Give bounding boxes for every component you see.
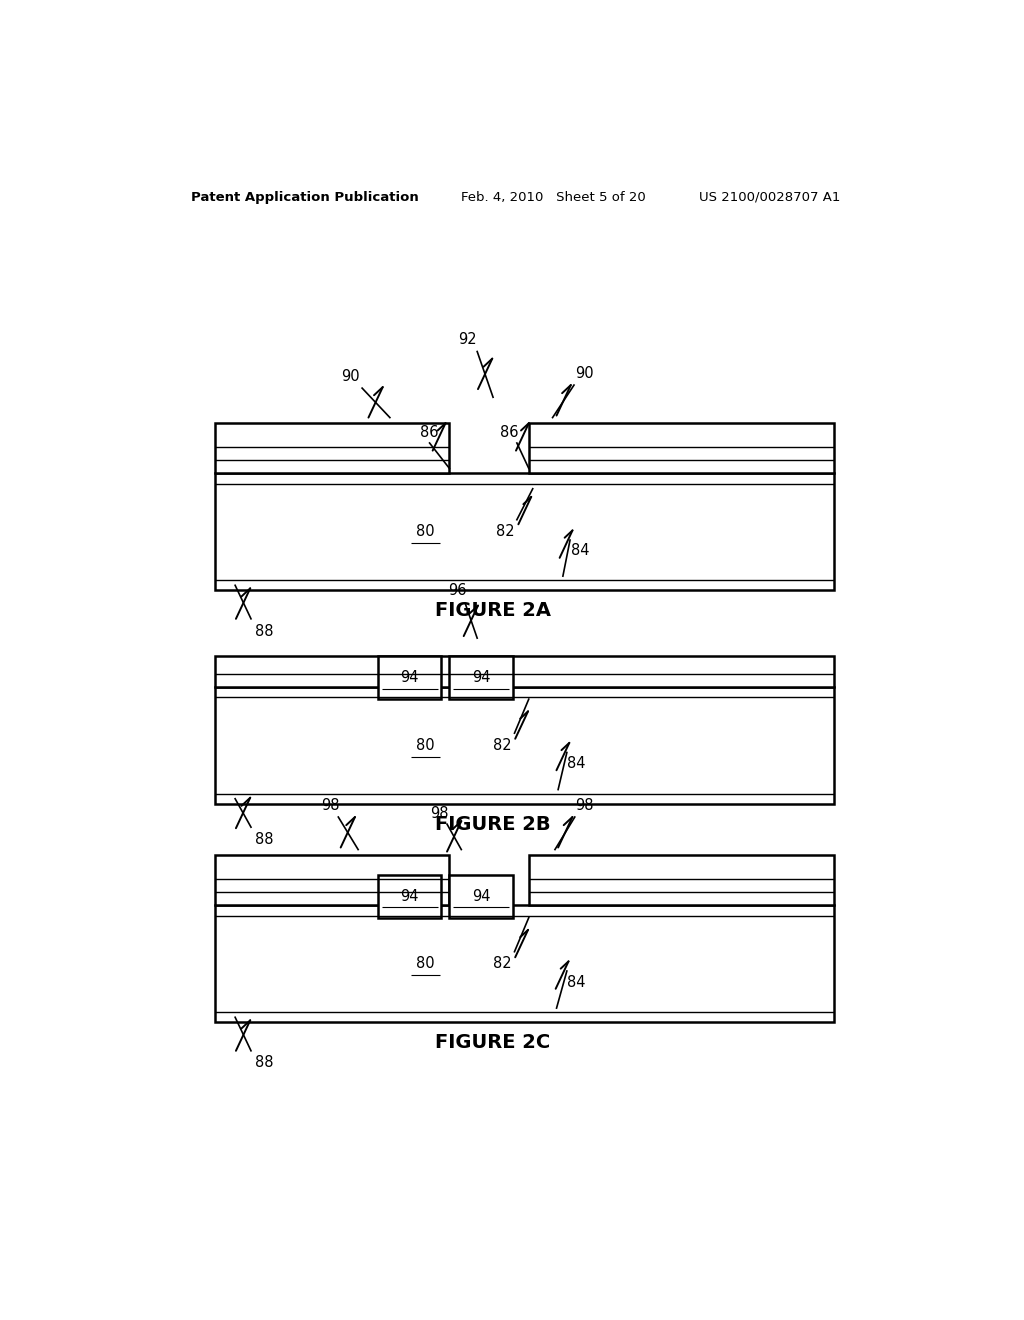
Text: 92: 92 [459, 331, 477, 347]
Bar [215, 854, 450, 906]
Text: 88: 88 [255, 623, 273, 639]
Text: 80: 80 [417, 957, 435, 972]
Text: 86: 86 [420, 425, 439, 441]
Text: 94: 94 [472, 671, 490, 685]
Bar [450, 875, 513, 917]
Bar [378, 875, 441, 917]
Text: FIGURE 2A: FIGURE 2A [435, 601, 551, 620]
Text: 96: 96 [449, 583, 467, 598]
Text: 84: 84 [567, 974, 586, 990]
Text: 98: 98 [575, 799, 594, 813]
Text: 82: 82 [496, 524, 514, 540]
Text: 86: 86 [500, 425, 518, 441]
Text: 90: 90 [341, 370, 359, 384]
Text: 94: 94 [400, 888, 419, 904]
Text: 84: 84 [567, 756, 586, 771]
Text: 94: 94 [400, 671, 419, 685]
Bar [528, 854, 835, 906]
Text: 80: 80 [417, 524, 435, 540]
Text: 88: 88 [255, 1056, 273, 1071]
Text: 94: 94 [472, 888, 490, 904]
Text: 98: 98 [430, 807, 449, 821]
Bar [215, 906, 835, 1022]
Text: 84: 84 [571, 543, 590, 558]
Text: 82: 82 [494, 738, 512, 752]
Text: Patent Application Publication: Patent Application Publication [191, 190, 419, 203]
Text: Feb. 4, 2010   Sheet 5 of 20: Feb. 4, 2010 Sheet 5 of 20 [461, 190, 646, 203]
Bar [215, 656, 835, 686]
Bar [450, 656, 513, 700]
Text: FIGURE 2B: FIGURE 2B [435, 814, 551, 834]
Text: 90: 90 [575, 367, 594, 381]
Text: 88: 88 [255, 832, 273, 847]
Text: US 2100/0028707 A1: US 2100/0028707 A1 [699, 190, 841, 203]
Text: 80: 80 [417, 738, 435, 752]
Bar [215, 686, 835, 804]
Bar [528, 422, 835, 474]
Bar [215, 422, 450, 474]
Bar [215, 474, 835, 590]
Text: 82: 82 [494, 957, 512, 972]
Bar [378, 656, 441, 700]
Text: 98: 98 [322, 799, 340, 813]
Text: FIGURE 2C: FIGURE 2C [435, 1034, 551, 1052]
